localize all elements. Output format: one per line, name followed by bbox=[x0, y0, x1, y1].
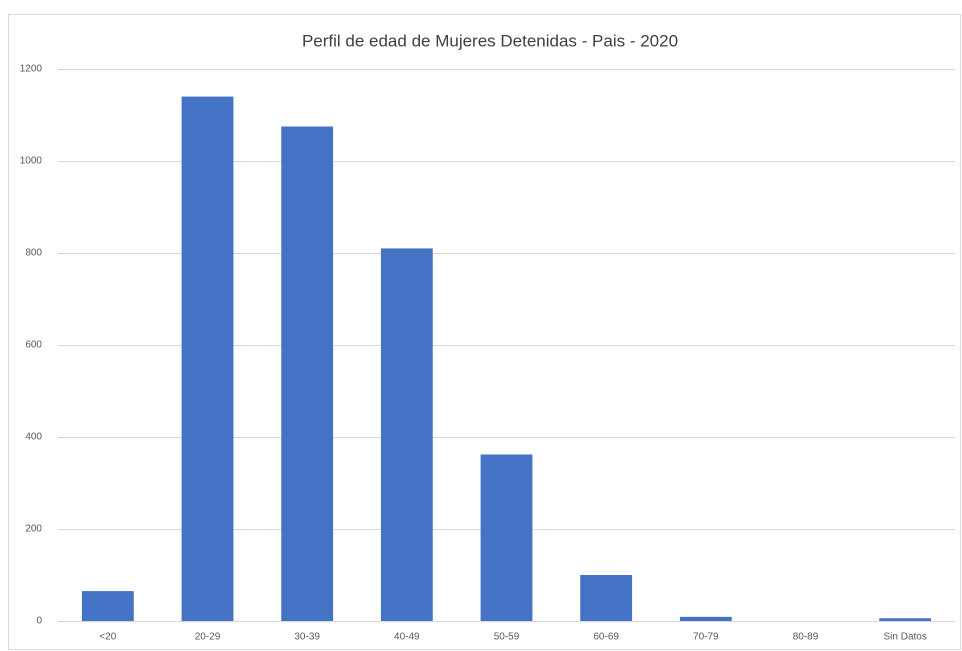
y-tick-label: 200 bbox=[25, 524, 42, 535]
y-tick-label: 400 bbox=[25, 432, 42, 443]
y-tick-label: 1000 bbox=[20, 156, 43, 167]
x-tick-label: 40-49 bbox=[394, 632, 420, 643]
y-tick-label: 1200 bbox=[20, 64, 43, 75]
bar bbox=[380, 248, 433, 621]
bar bbox=[879, 618, 932, 621]
y-tick-label: 600 bbox=[25, 340, 42, 351]
y-tick-label: 800 bbox=[25, 248, 42, 259]
y-tick-label: 0 bbox=[36, 616, 42, 627]
bar bbox=[81, 591, 134, 621]
x-tick-label: 70-79 bbox=[693, 632, 719, 643]
bar bbox=[480, 454, 533, 621]
bar bbox=[580, 575, 633, 621]
x-tick-label: Sin Datos bbox=[883, 632, 926, 643]
bar bbox=[181, 96, 234, 622]
bar bbox=[281, 126, 334, 621]
x-tick-label: <20 bbox=[99, 632, 116, 643]
bar bbox=[679, 616, 732, 621]
chart-title: Perfil de edad de Mujeres Detenidas - Pa… bbox=[302, 31, 678, 50]
x-tick-label: 30-39 bbox=[294, 632, 320, 643]
x-tick-label: 80-89 bbox=[793, 632, 819, 643]
x-tick-label: 60-69 bbox=[593, 632, 619, 643]
x-tick-label: 20-29 bbox=[195, 632, 221, 643]
x-tick-label: 50-59 bbox=[494, 632, 520, 643]
